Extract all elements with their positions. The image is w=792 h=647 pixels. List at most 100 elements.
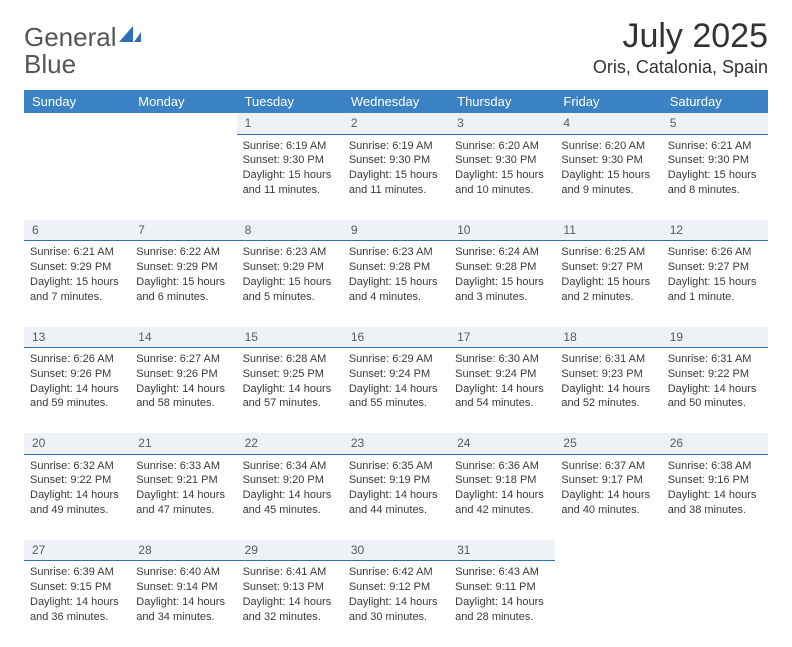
daylight-text-2: and 44 minutes. (349, 503, 443, 518)
day-content-cell (130, 134, 236, 220)
daylight-text-2: and 36 minutes. (30, 610, 124, 625)
weekday-header: Saturday (662, 90, 768, 113)
day-content-cell: Sunrise: 6:34 AMSunset: 9:20 PMDaylight:… (237, 454, 343, 540)
day-number-cell: 31 (449, 540, 555, 561)
daylight-text-2: and 8 minutes. (668, 183, 762, 198)
sunrise-text: Sunrise: 6:27 AM (136, 352, 230, 367)
daylight-text-2: and 6 minutes. (136, 290, 230, 305)
daylight-text-1: Daylight: 15 hours (668, 275, 762, 290)
day-content-cell: Sunrise: 6:25 AMSunset: 9:27 PMDaylight:… (555, 241, 661, 327)
day-content-row: Sunrise: 6:21 AMSunset: 9:29 PMDaylight:… (24, 241, 768, 327)
month-title: July 2025 (593, 18, 768, 55)
day-number-cell: 13 (24, 327, 130, 348)
day-content-cell: Sunrise: 6:27 AMSunset: 9:26 PMDaylight:… (130, 347, 236, 433)
daylight-text-1: Daylight: 14 hours (136, 382, 230, 397)
daylight-text-1: Daylight: 15 hours (243, 168, 337, 183)
daylight-text-1: Daylight: 14 hours (136, 595, 230, 610)
sunrise-text: Sunrise: 6:34 AM (243, 459, 337, 474)
sunrise-text: Sunrise: 6:24 AM (455, 245, 549, 260)
day-number-cell: 28 (130, 540, 236, 561)
daylight-text-1: Daylight: 14 hours (243, 595, 337, 610)
day-content-cell: Sunrise: 6:29 AMSunset: 9:24 PMDaylight:… (343, 347, 449, 433)
day-number-cell: 9 (343, 220, 449, 241)
day-number-row: 12345 (24, 113, 768, 134)
sunrise-text: Sunrise: 6:43 AM (455, 565, 549, 580)
daylight-text-2: and 52 minutes. (561, 396, 655, 411)
logo-word-general: General (24, 22, 117, 52)
day-content-cell: Sunrise: 6:19 AMSunset: 9:30 PMDaylight:… (237, 134, 343, 220)
sunset-text: Sunset: 9:15 PM (30, 580, 124, 595)
daylight-text-1: Daylight: 14 hours (349, 595, 443, 610)
page-header: General Blue July 2025 Oris, Catalonia, … (24, 18, 768, 78)
daylight-text-1: Daylight: 15 hours (455, 275, 549, 290)
sunrise-text: Sunrise: 6:23 AM (349, 245, 443, 260)
day-number-cell: 15 (237, 327, 343, 348)
day-content-cell: Sunrise: 6:26 AMSunset: 9:26 PMDaylight:… (24, 347, 130, 433)
day-number-cell: 22 (237, 433, 343, 454)
sunset-text: Sunset: 9:26 PM (136, 367, 230, 382)
day-number-cell: 24 (449, 433, 555, 454)
daylight-text-1: Daylight: 14 hours (668, 382, 762, 397)
daylight-text-1: Daylight: 15 hours (30, 275, 124, 290)
sunrise-text: Sunrise: 6:31 AM (561, 352, 655, 367)
sunset-text: Sunset: 9:16 PM (668, 473, 762, 488)
day-content-cell: Sunrise: 6:38 AMSunset: 9:16 PMDaylight:… (662, 454, 768, 540)
day-content-cell: Sunrise: 6:41 AMSunset: 9:13 PMDaylight:… (237, 561, 343, 647)
daylight-text-2: and 59 minutes. (30, 396, 124, 411)
daylight-text-1: Daylight: 14 hours (349, 382, 443, 397)
sunrise-text: Sunrise: 6:39 AM (30, 565, 124, 580)
day-number-cell: 6 (24, 220, 130, 241)
daylight-text-2: and 49 minutes. (30, 503, 124, 518)
daylight-text-2: and 10 minutes. (455, 183, 549, 198)
sunrise-text: Sunrise: 6:28 AM (243, 352, 337, 367)
daylight-text-1: Daylight: 15 hours (349, 275, 443, 290)
sunset-text: Sunset: 9:27 PM (668, 260, 762, 275)
day-number-cell: 12 (662, 220, 768, 241)
day-number-cell: 27 (24, 540, 130, 561)
day-content-cell: Sunrise: 6:31 AMSunset: 9:23 PMDaylight:… (555, 347, 661, 433)
sunset-text: Sunset: 9:30 PM (668, 153, 762, 168)
day-content-cell: Sunrise: 6:23 AMSunset: 9:29 PMDaylight:… (237, 241, 343, 327)
day-content-row: Sunrise: 6:32 AMSunset: 9:22 PMDaylight:… (24, 454, 768, 540)
daylight-text-2: and 34 minutes. (136, 610, 230, 625)
day-number-cell: 5 (662, 113, 768, 134)
day-content-cell: Sunrise: 6:26 AMSunset: 9:27 PMDaylight:… (662, 241, 768, 327)
day-content-cell: Sunrise: 6:36 AMSunset: 9:18 PMDaylight:… (449, 454, 555, 540)
sunset-text: Sunset: 9:24 PM (455, 367, 549, 382)
weekday-header: Wednesday (343, 90, 449, 113)
day-content-cell: Sunrise: 6:30 AMSunset: 9:24 PMDaylight:… (449, 347, 555, 433)
sunset-text: Sunset: 9:19 PM (349, 473, 443, 488)
sunset-text: Sunset: 9:29 PM (136, 260, 230, 275)
sunrise-text: Sunrise: 6:37 AM (561, 459, 655, 474)
sunset-text: Sunset: 9:27 PM (561, 260, 655, 275)
sunrise-text: Sunrise: 6:40 AM (136, 565, 230, 580)
sunrise-text: Sunrise: 6:36 AM (455, 459, 549, 474)
day-content-cell: Sunrise: 6:22 AMSunset: 9:29 PMDaylight:… (130, 241, 236, 327)
daylight-text-2: and 47 minutes. (136, 503, 230, 518)
day-number-cell: 11 (555, 220, 661, 241)
sunrise-text: Sunrise: 6:32 AM (30, 459, 124, 474)
sunset-text: Sunset: 9:20 PM (243, 473, 337, 488)
daylight-text-1: Daylight: 14 hours (243, 382, 337, 397)
day-number-cell (555, 540, 661, 561)
day-number-cell (662, 540, 768, 561)
day-content-cell: Sunrise: 6:24 AMSunset: 9:28 PMDaylight:… (449, 241, 555, 327)
weekday-header: Friday (555, 90, 661, 113)
weekday-header: Thursday (449, 90, 555, 113)
day-number-cell: 16 (343, 327, 449, 348)
sunset-text: Sunset: 9:21 PM (136, 473, 230, 488)
location-text: Oris, Catalonia, Spain (593, 57, 768, 78)
daylight-text-1: Daylight: 14 hours (455, 488, 549, 503)
sunrise-text: Sunrise: 6:26 AM (668, 245, 762, 260)
day-number-cell: 18 (555, 327, 661, 348)
day-content-cell: Sunrise: 6:23 AMSunset: 9:28 PMDaylight:… (343, 241, 449, 327)
day-number-row: 13141516171819 (24, 327, 768, 348)
day-content-row: Sunrise: 6:19 AMSunset: 9:30 PMDaylight:… (24, 134, 768, 220)
sunset-text: Sunset: 9:30 PM (243, 153, 337, 168)
weekday-header: Sunday (24, 90, 130, 113)
day-content-cell: Sunrise: 6:28 AMSunset: 9:25 PMDaylight:… (237, 347, 343, 433)
day-number-cell (24, 113, 130, 134)
daylight-text-1: Daylight: 15 hours (561, 275, 655, 290)
daylight-text-2: and 11 minutes. (243, 183, 337, 198)
calendar-table: Sunday Monday Tuesday Wednesday Thursday… (24, 90, 768, 646)
